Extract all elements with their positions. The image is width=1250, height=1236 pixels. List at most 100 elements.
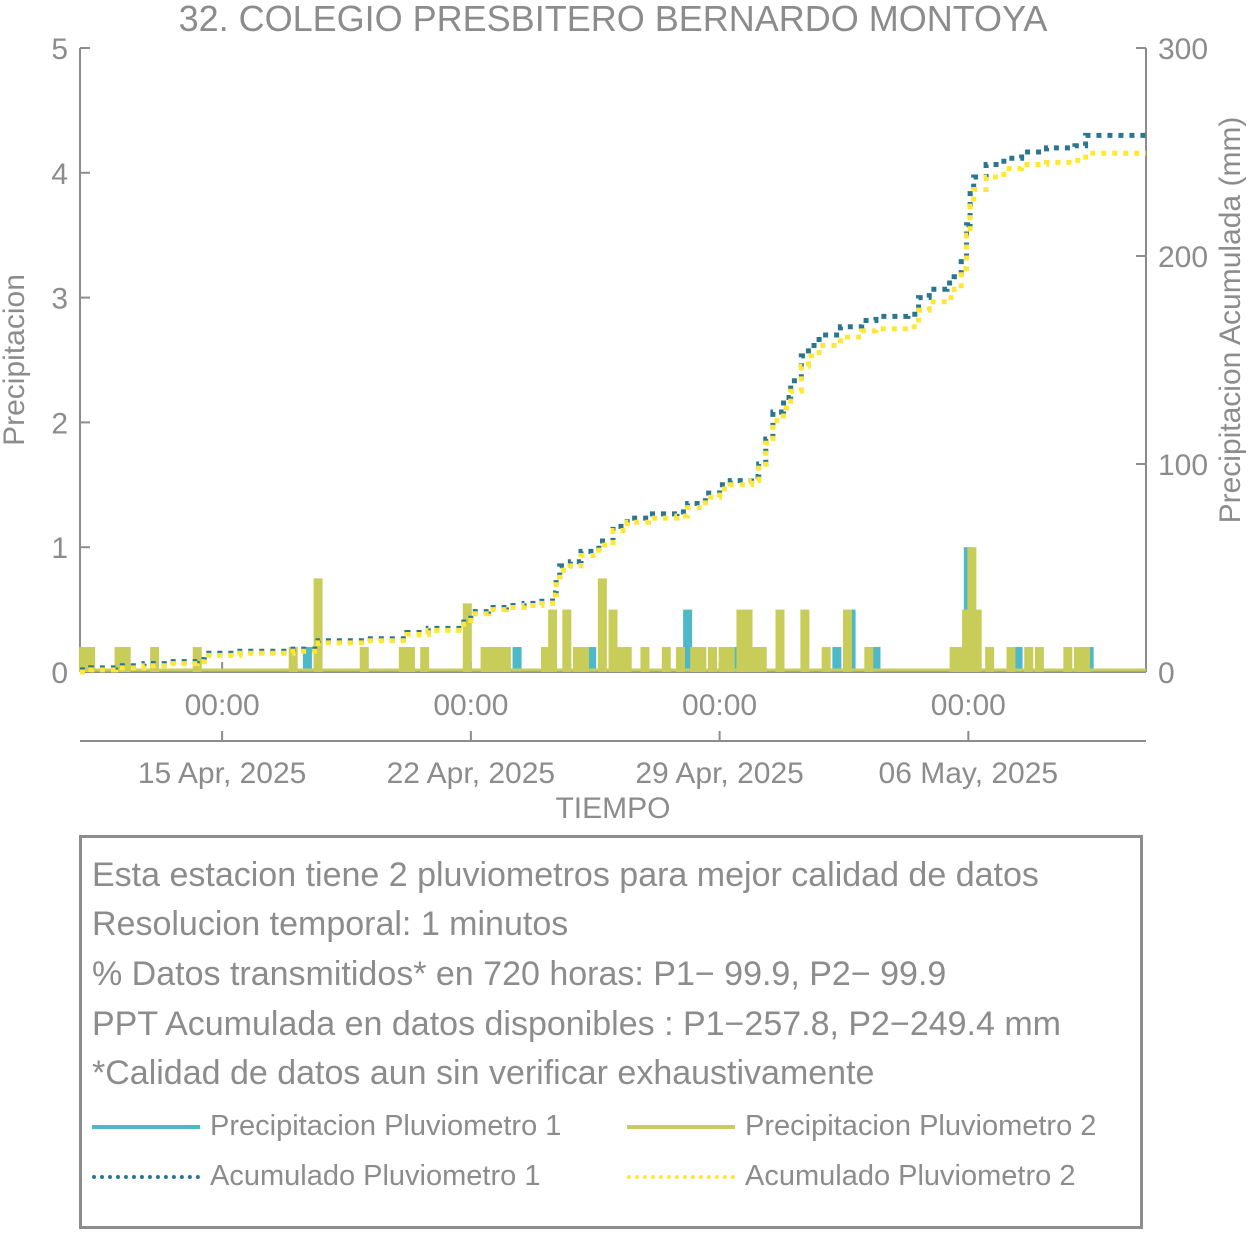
y-axis-label: Precipitacion <box>0 274 31 446</box>
x-tick-label-time: 00:00 <box>185 689 260 722</box>
y-tick-label: 0 <box>51 657 68 690</box>
y2-tick-label: 200 <box>1158 241 1208 274</box>
y-tick-label: 4 <box>51 158 68 191</box>
bar-mark <box>494 647 504 672</box>
legend-swatch-a2 <box>627 1175 735 1179</box>
bar-mark <box>288 647 298 672</box>
bar-mark <box>398 647 408 672</box>
bar-mark <box>640 647 650 672</box>
bar-mark <box>79 647 89 672</box>
bar-mark <box>697 647 707 672</box>
bar-mark <box>597 578 607 672</box>
bar-mark <box>615 647 625 672</box>
bar-mark <box>313 578 323 672</box>
legend-swatch-p2 <box>627 1125 735 1129</box>
accumulated-line-p2 <box>80 150 1146 675</box>
legend-label-p1: Precipitacion Pluviometro 1 <box>210 1110 562 1142</box>
y2-tick-label: 0 <box>1158 657 1175 690</box>
bar-mark <box>676 647 686 672</box>
bar-mark <box>480 647 490 672</box>
bar-mark <box>871 647 881 672</box>
precipitation-chart: 32. COLEGIO PRESBITERO BERNARDO MONTOYA … <box>0 0 1247 825</box>
info-line-resolution: Resolucion temporal: 1 minutos <box>92 905 569 943</box>
bar-mark <box>949 647 959 672</box>
bar-mark <box>864 647 874 672</box>
bar-mark <box>800 609 810 672</box>
chart-title: 32. COLEGIO PRESBITERO BERNARDO MONTOYA <box>179 0 1048 39</box>
bar-mark <box>718 647 728 672</box>
bar-mark <box>725 647 735 672</box>
bar-mark <box>743 609 753 672</box>
bar-mark <box>121 647 131 672</box>
y-tick-label: 2 <box>51 407 68 440</box>
bar-mark <box>757 647 767 672</box>
bar-mark <box>580 647 590 672</box>
x-tick-label-time: 00:00 <box>682 689 757 722</box>
bar-mark <box>487 647 497 672</box>
bar-mark <box>548 609 558 672</box>
bar-mark <box>114 647 124 672</box>
legend-label-p2: Precipitacion Pluviometro 2 <box>745 1110 1097 1142</box>
x-tick-label-date: 22 Apr, 2025 <box>387 757 556 790</box>
info-line-transmitted: % Datos transmitidos* en 720 horas: P1− … <box>92 955 947 993</box>
legend-label-a1: Acumulado Pluviometro 1 <box>210 1160 541 1192</box>
bar-mark <box>86 647 96 672</box>
x-tick-label-time: 00:00 <box>931 689 1006 722</box>
info-line-stations: Esta estacion tiene 2 pluviometros para … <box>92 856 1039 894</box>
y2-axis-label: Precipitacion Acumulada (mm) <box>1214 117 1247 524</box>
bar-mark <box>501 647 511 672</box>
bar-mark <box>540 647 550 672</box>
x-tick-label-time: 00:00 <box>433 689 508 722</box>
bar-mark <box>962 609 972 672</box>
bar-mark <box>843 609 853 672</box>
info-line-quality-note: *Calidad de datos aun sin verificar exha… <box>92 1054 875 1092</box>
legend-item-p1: Precipitacion Pluviometro 1 <box>92 1106 612 1146</box>
bar-mark <box>972 609 982 672</box>
plot-area: 0 1 2 3 4 5 0 100 200 300 00:00 00:00 00:00 00:00 15 A… <box>51 33 1208 790</box>
bar-mark <box>967 547 977 672</box>
legend-item-a1: Acumulado Pluviometro 1 <box>92 1156 612 1196</box>
bar-mark <box>707 647 717 672</box>
bar-mark <box>608 609 618 672</box>
bar-mark <box>736 609 746 672</box>
bar-mark <box>1024 647 1034 672</box>
info-line-accumulated: PPT Acumulada en datos disponibles : P1−… <box>92 1005 1061 1043</box>
bar-mark <box>690 647 700 672</box>
bar-mark <box>462 603 472 672</box>
y2-tick-label: 100 <box>1158 449 1208 482</box>
legend-swatch-a1 <box>92 1175 200 1179</box>
bar-mark <box>587 647 597 672</box>
bar-mark <box>420 647 430 672</box>
x-tick-label-date: 29 Apr, 2025 <box>635 757 804 790</box>
y2-tick-label: 300 <box>1158 33 1208 66</box>
legend-item-a2: Acumulado Pluviometro 2 <box>627 1156 1137 1196</box>
x-tick-label-date: 15 Apr, 2025 <box>138 757 307 790</box>
bar-mark <box>405 647 415 672</box>
bar-mark <box>683 609 693 672</box>
info-box: Esta estacion tiene 2 pluviometros para … <box>79 835 1143 1229</box>
legend-item-p2: Precipitacion Pluviometro 2 <box>627 1106 1137 1146</box>
bar-mark <box>1006 647 1016 672</box>
bar-mark <box>359 647 369 672</box>
bar-mark <box>1073 647 1083 672</box>
bar-mark <box>821 647 831 672</box>
bar-mark <box>832 647 842 672</box>
accumulated-line-p1 <box>80 132 1146 673</box>
bar-mark <box>985 647 995 672</box>
bar-mark <box>750 647 760 672</box>
bar-mark <box>302 647 312 672</box>
bar-mark <box>562 609 572 672</box>
x-axis-label: TIEMPO <box>555 792 670 825</box>
bar-mark <box>1063 647 1073 672</box>
bar-mark <box>956 647 966 672</box>
bar-mark <box>775 609 785 672</box>
bar-mark <box>622 647 632 672</box>
bar-mark <box>150 647 160 672</box>
bar-mark <box>1081 647 1091 672</box>
bar-mark <box>572 647 582 672</box>
bar-mark <box>1013 647 1023 672</box>
legend-label-a2: Acumulado Pluviometro 2 <box>745 1160 1076 1192</box>
bar-mark <box>661 647 671 672</box>
y-tick-label: 3 <box>51 283 68 316</box>
bar-mark <box>512 647 522 672</box>
